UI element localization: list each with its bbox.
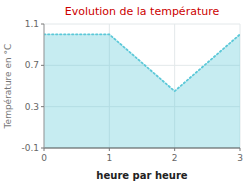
x-tick-label: 3 (237, 153, 243, 163)
x-axis-label: heure par heure (96, 170, 187, 181)
chart: 0 1 2 3 -0.1 0.3 0.7 1.1 Evolution de la tempéra… (0, 0, 250, 188)
y-tick (41, 106, 44, 107)
x-tick (240, 148, 241, 151)
plot-area (44, 34, 240, 148)
line (44, 34, 240, 91)
x-tick-label: 0 (41, 153, 47, 163)
title: Evolution de la température (65, 5, 220, 18)
x-tick-label: 1 (106, 153, 112, 163)
y-tick-label: 0.3 (25, 102, 39, 112)
y-axis-line (44, 24, 45, 148)
x-tick (174, 148, 175, 151)
area (44, 34, 240, 148)
y-tick (41, 65, 44, 66)
y-tick-label: 1.1 (25, 19, 39, 29)
y-tick (41, 24, 44, 25)
y-tick-label: 0.7 (25, 60, 39, 70)
x-tick (109, 148, 110, 151)
y-tick-label: -0.1 (21, 143, 39, 153)
axes: 0 1 2 3 -0.1 0.3 0.7 1.1 (21, 19, 242, 163)
grid-line (44, 148, 240, 149)
x-tick-label: 2 (172, 153, 178, 163)
x-axis-line (44, 148, 240, 149)
grid-line (44, 24, 240, 25)
grid (44, 24, 240, 148)
grid-line (44, 24, 45, 148)
y-tick (41, 148, 44, 149)
y-axis-label: Température en °C (3, 44, 13, 130)
chart-container: 0 1 2 3 -0.1 0.3 0.7 1.1 Evolution de la tempéra… (0, 0, 250, 188)
